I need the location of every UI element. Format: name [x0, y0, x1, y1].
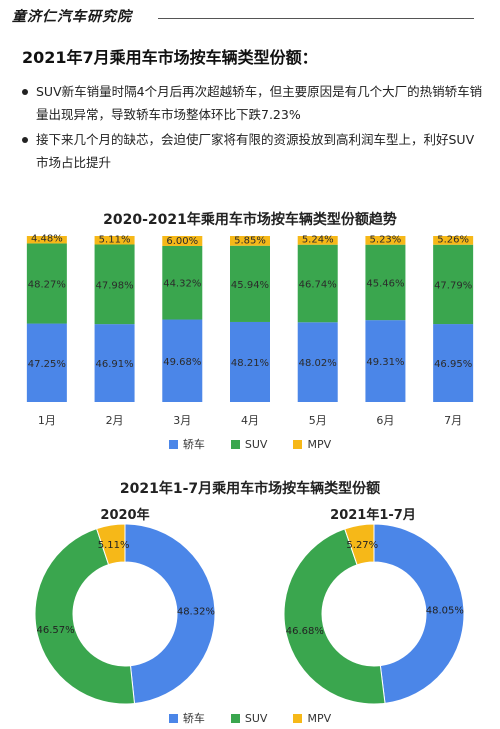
donut-section-title: 2021年1-7月乘用车市场按车辆类型份额: [119, 481, 381, 497]
donut-slice-mpv: [95, 524, 126, 566]
x-tick-label: 2月: [106, 414, 124, 427]
legend-item-mpv: MPV: [293, 710, 331, 726]
data-label-sedan: 48.21%: [231, 358, 269, 369]
bar-segment-sedan: [365, 320, 406, 402]
data-label-suv: 46.74%: [299, 279, 337, 290]
donut-2020-title: 2020年: [100, 508, 150, 523]
bar-segment-suv: [297, 244, 338, 323]
data-label-suv: 48.27%: [28, 280, 66, 291]
donut-label-suv: 46.68%: [286, 626, 324, 637]
legend-item-sedan: 轿车: [168, 436, 205, 452]
donut-2021-title: 2021年1-7月: [330, 508, 416, 523]
legend-item-sedan: 轿车: [168, 710, 205, 726]
donut-label-suv: 46.57%: [37, 625, 75, 636]
data-label-sedan: 48.02%: [299, 358, 337, 369]
data-label-sedan: 46.95%: [434, 359, 472, 370]
bar-segment-sedan: [162, 319, 203, 402]
donut-label-mpv: 5.11%: [98, 540, 130, 551]
bullet-text: SUV新车销量时隔4个月后再次超越轿车，但主要原因是有几个大厂的热销轿车销量出现…: [36, 84, 483, 122]
data-label-suv: 45.94%: [231, 280, 269, 291]
bullet-item: SUV新车销量时隔4个月后再次超越轿车，但主要原因是有几个大厂的热销轿车销量出现…: [22, 80, 484, 126]
bar-segment-sedan: [94, 324, 135, 402]
data-label-suv: 45.46%: [366, 278, 404, 289]
bullet-dot-icon: [22, 137, 28, 143]
donut-slice-sedan: [124, 524, 216, 704]
data-label-mpv: 5.85%: [234, 236, 266, 247]
data-label-suv: 44.32%: [163, 279, 201, 290]
x-tick-label: 5月: [309, 414, 327, 427]
x-tick-label: 6月: [376, 414, 394, 427]
suv-swatch-icon: [230, 439, 240, 449]
donut-slice-suv: [34, 527, 136, 704]
bullet-dot-icon: [22, 89, 28, 95]
donut-chart-2021: 48.05% 46.68% 5.27%: [283, 524, 465, 704]
data-label-mpv: 5.23%: [370, 235, 402, 246]
legend-label: SUV: [244, 711, 268, 725]
bar-segment-mpv: [433, 236, 474, 245]
bar-segment-mpv: [297, 236, 338, 245]
donut-chart-2020: 48.32% 46.57% 5.11%: [34, 524, 216, 704]
legend-label: MPV: [307, 437, 332, 451]
bar-segment-suv: [230, 245, 270, 322]
data-label-mpv: 5.24%: [302, 235, 334, 246]
bar-segment-mpv: [230, 236, 270, 246]
legend-label: MPV: [307, 711, 332, 725]
bar-segment-sedan: [230, 321, 270, 402]
legend-item-suv: SUV: [230, 710, 268, 726]
sedan-swatch-icon: [168, 713, 178, 723]
bar-segment-suv: [365, 244, 406, 321]
legend-label: 轿车: [182, 438, 205, 451]
bullet-list: SUV新车销量时隔4个月后再次超越轿车，但主要原因是有几个大厂的热销轿车销量出现…: [22, 80, 484, 176]
donut-label-sedan: 48.32%: [177, 606, 215, 617]
mpv-swatch-icon: [293, 439, 303, 449]
legend-label: SUV: [244, 437, 268, 451]
bullet-item: 接下来几个月的缺芯，会迫使厂家将有限的资源投放到高利润车型上，利好SUV市场占比…: [22, 128, 484, 174]
data-label-suv: 47.98%: [96, 280, 134, 291]
suv-swatch-icon: [230, 713, 240, 723]
headline: 2021年7月乘用车市场按车辆类型份额：: [22, 48, 318, 67]
bar-segment-mpv: [26, 236, 67, 244]
donut-slice-suv: [283, 528, 386, 704]
x-tick-label: 1月: [38, 414, 56, 427]
bar-segment-sedan: [26, 323, 67, 402]
donut-slice-mpv: [344, 524, 375, 566]
data-label-sedan: 49.31%: [366, 357, 404, 368]
legend-item-suv: SUV: [230, 436, 268, 452]
x-tick-label: 3月: [173, 414, 191, 427]
donut-slice-sedan: [373, 524, 465, 704]
x-tick-label: 4月: [241, 414, 259, 427]
x-tick-label: 7月: [444, 414, 462, 427]
data-label-sedan: 46.91%: [96, 359, 134, 370]
bullet-text: 接下来几个月的缺芯，会迫使厂家将有限的资源投放到高利润车型上，利好SUV市场占比…: [36, 132, 475, 170]
data-label-mpv: 5.11%: [99, 234, 131, 245]
bar-segment-sedan: [297, 322, 338, 402]
bar-segment-suv: [433, 244, 474, 325]
data-label-sedan: 47.25%: [28, 359, 66, 370]
sedan-swatch-icon: [168, 439, 178, 449]
bar-chart-legend: 轿车 SUV MPV: [0, 436, 500, 452]
mpv-swatch-icon: [293, 713, 303, 723]
bar-segment-suv: [162, 245, 203, 320]
data-label-sedan: 49.68%: [163, 357, 201, 368]
header-divider: [158, 18, 474, 19]
legend-item-mpv: MPV: [293, 436, 331, 452]
bar-segment-mpv: [94, 236, 135, 245]
donut-legend: 轿车 SUV MPV: [0, 710, 500, 726]
stacked-bar-chart: 47.25% 48.27% 4.48% 1月 46.91% 47.98% 5.11% 2月 49…: [26, 233, 474, 427]
data-label-mpv: 6.00%: [166, 236, 198, 247]
brand-name: 童济仁汽车研究院: [12, 9, 132, 25]
bar-segment-mpv: [365, 236, 406, 245]
legend-label: 轿车: [182, 712, 205, 725]
data-label-suv: 47.79%: [434, 280, 472, 291]
bar-segment-suv: [26, 243, 67, 324]
donut-label-mpv: 5.27%: [346, 540, 378, 551]
bar-chart-title: 2020-2021年乘用车市场按车辆类型份额趋势: [103, 212, 397, 228]
bar-segment-suv: [94, 244, 135, 325]
bar-segment-sedan: [433, 324, 474, 402]
bar-segment-mpv: [162, 236, 203, 246]
data-label-mpv: 5.26%: [437, 235, 469, 246]
donut-label-sedan: 48.05%: [426, 606, 464, 617]
data-label-mpv: 4.48%: [31, 233, 63, 244]
